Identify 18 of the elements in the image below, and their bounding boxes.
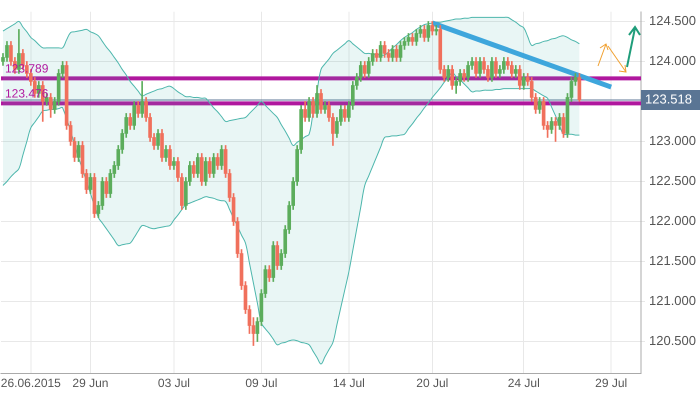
ref-line-label: 123.518 [645, 92, 692, 107]
x-tick-label: 20 Jul [416, 376, 448, 390]
x-tick-label: 14 Jul [332, 376, 365, 390]
x-tick-label: 26.06.2015 [0, 376, 62, 390]
y-tick-label: 122.000 [649, 213, 696, 228]
x-tick-label: 29 Jun [72, 376, 108, 390]
x-tick-label: 03 Jul [158, 376, 190, 390]
y-tick-label: 121.000 [649, 293, 696, 308]
y-tick-label: 120.500 [649, 333, 696, 348]
y-tick-label: 124.000 [649, 53, 696, 68]
y-tick-label: 121.500 [649, 253, 696, 268]
x-tick-label: 29 Jul [595, 376, 628, 390]
x-tick-label: 09 Jul [245, 376, 278, 390]
y-tick-label: 124.500 [649, 12, 696, 28]
y-tick-label: 123.000 [649, 133, 696, 148]
y-tick-label: 122.500 [649, 173, 696, 188]
candlestick [554, 117, 558, 142]
x-tick-label: 24 Jul [508, 376, 540, 390]
